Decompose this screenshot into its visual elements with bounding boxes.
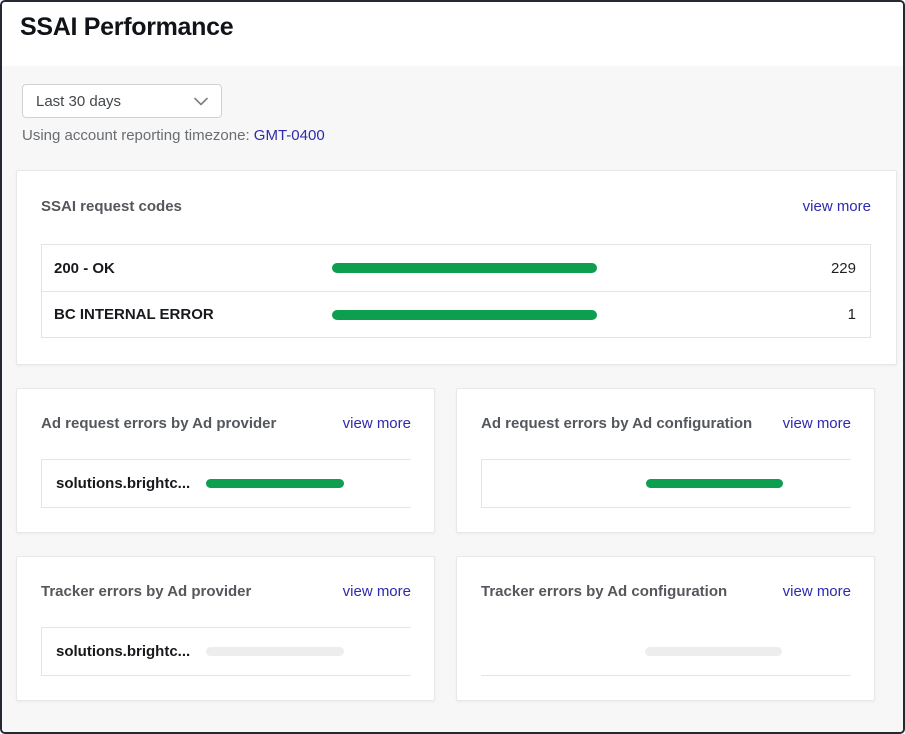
bar-track <box>206 647 411 656</box>
table-row: 200 - OK 229 <box>42 245 870 291</box>
bar-track <box>332 309 597 320</box>
card-tracker-errors-by-ad-configuration: Tracker errors by Ad configuration view … <box>456 556 875 701</box>
value-bar <box>206 647 344 656</box>
page-header: SSAI Performance <box>2 2 903 66</box>
row-value: 1 <box>847 306 856 323</box>
value-bar <box>646 479 783 488</box>
page-content: Last 30 days Using account reporting tim… <box>2 66 903 732</box>
request-codes-table: 200 - OK 229 BC INTERNAL ERROR 1 <box>41 244 871 338</box>
card-title: Tracker errors by Ad configuration <box>481 583 728 600</box>
card-ad-request-errors-by-ad-configuration: Ad request errors by Ad configuration vi… <box>456 388 875 533</box>
card-header: SSAI request codes view more <box>17 171 896 215</box>
ad-request-configuration-table <box>481 459 851 508</box>
value-bar <box>332 263 597 273</box>
timezone-link[interactable]: GMT-0400 <box>253 127 325 144</box>
card-header: Tracker errors by Ad configuration view … <box>457 557 874 600</box>
view-more-link[interactable]: view more <box>342 583 411 600</box>
value-bar <box>645 646 782 656</box>
row-label: 200 - OK <box>54 259 115 277</box>
row-label: solutions.brightc... <box>56 475 191 492</box>
card-tracker-errors-by-ad-provider: Tracker errors by Ad provider view more … <box>16 556 435 701</box>
value-bar <box>206 479 344 488</box>
row-value: 229 <box>830 259 856 277</box>
row-label: solutions.brightc... <box>56 643 191 660</box>
small-cards-grid: Ad request errors by Ad provider view mo… <box>16 388 875 701</box>
bar-track <box>645 646 851 656</box>
card-title: Ad request errors by Ad provider <box>41 415 277 432</box>
card-header: Ad request errors by Ad provider view mo… <box>17 389 434 432</box>
card-title: Ad request errors by Ad configuration <box>481 415 753 432</box>
card-ad-request-errors-by-ad-provider: Ad request errors by Ad provider view mo… <box>16 388 435 533</box>
view-more-link[interactable]: view more <box>782 583 851 600</box>
card-title: Tracker errors by Ad provider <box>41 583 252 600</box>
bar-track <box>206 479 411 488</box>
bar-track <box>332 263 597 273</box>
row-label: BC INTERNAL ERROR <box>54 306 214 323</box>
tracker-provider-table: solutions.brightc... <box>41 627 411 676</box>
card-header: Tracker errors by Ad provider view more <box>17 557 434 600</box>
card-ssai-request-codes: SSAI request codes view more 200 - OK 22… <box>16 170 897 365</box>
card-header: Ad request errors by Ad configuration vi… <box>457 389 874 432</box>
tracker-configuration-table <box>481 627 851 676</box>
chevron-down-icon <box>194 97 208 105</box>
view-more-link[interactable]: view more <box>782 415 851 432</box>
date-range-selected-value: Last 30 days <box>36 92 122 110</box>
filters-section: Last 30 days Using account reporting tim… <box>2 66 903 144</box>
bar-track <box>646 479 851 488</box>
date-range-dropdown[interactable]: Last 30 days <box>22 84 222 118</box>
view-more-link[interactable]: view more <box>802 198 871 215</box>
timezone-label: Using account reporting timezone: <box>22 127 250 144</box>
page-title: SSAI Performance <box>20 13 234 41</box>
table-row: BC INTERNAL ERROR 1 <box>42 291 870 337</box>
ad-request-provider-table: solutions.brightc... <box>41 459 411 508</box>
card-title: SSAI request codes <box>41 198 182 215</box>
timezone-note: Using account reporting timezone: GMT-04… <box>22 127 883 144</box>
view-more-link[interactable]: view more <box>342 415 411 432</box>
value-bar <box>332 309 597 320</box>
